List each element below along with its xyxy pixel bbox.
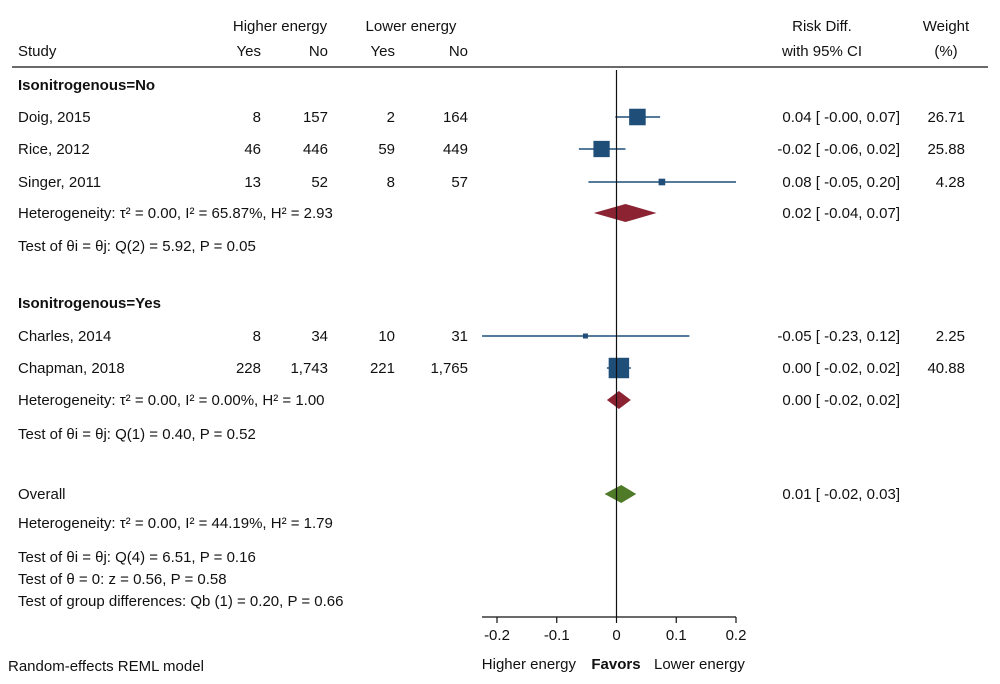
subgroup-diamond: [593, 204, 657, 222]
study-name: Singer, 2011: [18, 174, 101, 191]
subgroup-diamond: [606, 391, 631, 409]
study-name: Rice, 2012: [18, 141, 90, 158]
group-differences-test: Test of group differences: Qb (1) = 0.20…: [18, 593, 343, 610]
study-weight: 4.28: [936, 174, 965, 191]
subgroup-heterogeneity: Heterogeneity: τ² = 0.00, I² = 0.00%, H²…: [18, 392, 325, 409]
risk-diff-ci: -0.02 [ -0.06, 0.02]: [777, 141, 900, 158]
overall-label: Overall: [18, 486, 66, 503]
higher-energy-no: 34: [311, 328, 328, 345]
study-marker: [658, 178, 666, 186]
footnote: Random-effects REML model: [8, 658, 204, 675]
study-marker: [629, 108, 646, 126]
study-weight: 25.88: [927, 141, 965, 158]
higher-energy-yes: 46: [244, 141, 261, 158]
risk-diff-ci: 0.04 [ -0.00, 0.07]: [782, 109, 900, 126]
study-name: Doig, 2015: [18, 109, 91, 126]
x-axis: -0.2 -0.1 0 0.1 0.2 Higher energy Favors Lower …: [482, 616, 747, 673]
header-higher-energy: Higher energy: [233, 18, 328, 35]
study-marker: [593, 140, 610, 158]
x-tick-label: -0.2: [484, 627, 510, 644]
lower-energy-no: 164: [443, 109, 468, 126]
header-row: Higher energy Lower energy Study Yes No …: [18, 18, 970, 60]
lower-energy-no: 1,765: [430, 360, 468, 377]
study-name: Chapman, 2018: [18, 360, 125, 377]
x-tick-label: -0.1: [544, 627, 570, 644]
plot-area: [482, 70, 736, 617]
higher-energy-no: 1,743: [290, 360, 328, 377]
study-marker: [582, 333, 588, 339]
overall-heterogeneity: Heterogeneity: τ² = 0.00, I² = 44.19%, H…: [18, 515, 333, 532]
lower-energy-yes: 10: [378, 328, 395, 345]
higher-energy-no: 446: [303, 141, 328, 158]
header-weight-unit: (%): [934, 43, 957, 60]
lower-energy-no: 31: [451, 328, 468, 345]
risk-diff-ci: 0.00 [ -0.02, 0.02]: [782, 360, 900, 377]
higher-energy-no: 52: [311, 174, 328, 191]
lower-energy-yes: 221: [370, 360, 395, 377]
lower-energy-no: 449: [443, 141, 468, 158]
overall-homogeneity-test: Test of θi = θj: Q(4) = 6.51, P = 0.16: [18, 549, 256, 566]
group-label: Isonitrogenous=Yes: [18, 295, 161, 312]
study-weight: 2.25: [936, 328, 965, 345]
subgroup-homogeneity-test: Test of θi = θj: Q(1) = 0.40, P = 0.52: [18, 426, 256, 443]
x-tick-label: 0.2: [726, 627, 747, 644]
subgroup-heterogeneity: Heterogeneity: τ² = 0.00, I² = 65.87%, H…: [18, 205, 333, 222]
x-label-center: Favors: [591, 656, 640, 673]
study-marker: [608, 357, 630, 379]
header-ci: with 95% CI: [781, 43, 862, 60]
subgroup-homogeneity-test: Test of θi = θj: Q(2) = 5.92, P = 0.05: [18, 238, 256, 255]
x-label-right: Lower energy: [654, 656, 745, 673]
subgroup-risk-diff-ci: 0.02 [ -0.04, 0.07]: [782, 205, 900, 222]
study-weight: 40.88: [927, 360, 965, 377]
higher-energy-yes: 8: [253, 328, 261, 345]
header-lower-energy: Lower energy: [366, 18, 457, 35]
header-he-yes: Yes: [237, 43, 261, 60]
subgroup-risk-diff-ci: 0.00 [ -0.02, 0.02]: [782, 392, 900, 409]
higher-energy-yes: 228: [236, 360, 261, 377]
overall-risk-diff-ci: 0.01 [ -0.02, 0.03]: [782, 486, 900, 503]
higher-energy-yes: 8: [253, 109, 261, 126]
x-tick-label: 0: [612, 627, 620, 644]
study-name: Charles, 2014: [18, 328, 111, 345]
lower-energy-yes: 2: [387, 109, 395, 126]
lower-energy-yes: 8: [387, 174, 395, 191]
higher-energy-no: 157: [303, 109, 328, 126]
header-le-no: No: [449, 43, 468, 60]
risk-diff-ci: 0.08 [ -0.05, 0.20]: [782, 174, 900, 191]
group-label: Isonitrogenous=No: [18, 77, 155, 94]
lower-energy-yes: 59: [378, 141, 395, 158]
higher-energy-yes: 13: [244, 174, 261, 191]
study-weight: 26.71: [927, 109, 965, 126]
table-rows: Isonitrogenous=No Doig, 2015 8 157 2 164 0.04 …: [18, 77, 965, 610]
lower-energy-no: 57: [451, 174, 468, 191]
header-study: Study: [18, 43, 57, 60]
overall-diamond: [604, 485, 637, 503]
overall-theta-test: Test of θ = 0: z = 0.56, P = 0.58: [18, 571, 227, 588]
header-weight: Weight: [923, 18, 970, 35]
header-risk-diff: Risk Diff.: [792, 18, 852, 35]
header-le-yes: Yes: [371, 43, 395, 60]
risk-diff-ci: -0.05 [ -0.23, 0.12]: [777, 328, 900, 345]
header-he-no: No: [309, 43, 328, 60]
x-label-left: Higher energy: [482, 656, 577, 673]
x-tick-label: 0.1: [666, 627, 687, 644]
